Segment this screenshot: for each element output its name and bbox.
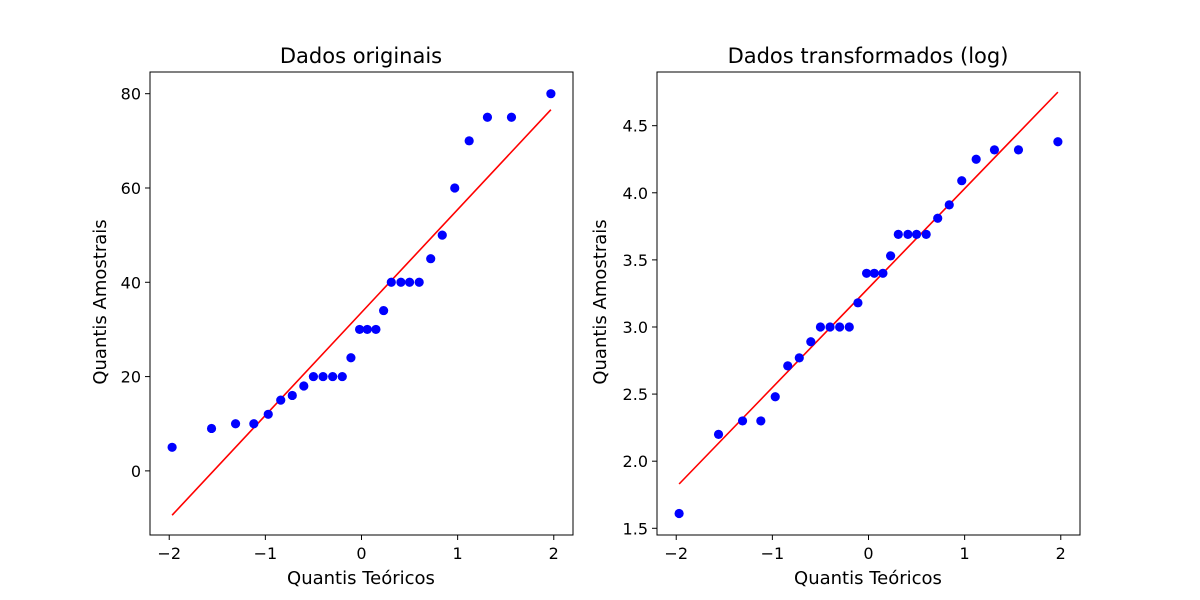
data-point — [794, 353, 804, 363]
data-point — [379, 305, 389, 316]
data-point — [318, 371, 328, 382]
data-point — [206, 423, 217, 434]
x-tick-label: 2 — [1056, 544, 1066, 563]
data-point — [921, 229, 931, 239]
x-tick-label: −2 — [157, 544, 181, 563]
data-point — [396, 277, 406, 287]
data-point — [783, 361, 793, 371]
data-point — [933, 213, 943, 223]
axes-frame — [149, 71, 574, 536]
data-point — [989, 145, 1000, 155]
x-axis-label: Quantis Teóricos — [287, 568, 435, 589]
data-point — [426, 254, 436, 264]
data-point — [713, 429, 724, 439]
x-tick-label: 2 — [549, 544, 559, 563]
y-tick-label: 3.0 — [623, 318, 648, 337]
axes-frame — [656, 71, 1081, 536]
data-point — [482, 112, 493, 122]
data-point — [371, 324, 381, 335]
data-point — [287, 390, 297, 401]
data-point — [167, 442, 177, 452]
data-point — [328, 371, 338, 382]
data-point — [450, 183, 460, 193]
data-point — [825, 322, 835, 332]
data-point — [1013, 145, 1024, 155]
x-tick-label: 1 — [960, 544, 970, 563]
data-point — [308, 371, 319, 382]
x-axis-label: Quantis Teóricos — [794, 568, 942, 589]
data-point — [844, 322, 854, 332]
data-point — [835, 322, 845, 332]
y-tick-label: 2.0 — [623, 452, 648, 471]
data-point — [506, 112, 517, 122]
y-axis-label: Quantis Amostrais — [90, 219, 111, 384]
y-tick-label: 40 — [121, 273, 141, 292]
data-point — [861, 268, 872, 278]
x-tick-label: 0 — [863, 544, 873, 563]
data-point — [893, 229, 903, 239]
data-point — [362, 324, 372, 335]
data-point — [815, 322, 826, 332]
y-axis-label: Quantis Amostrais — [590, 219, 611, 384]
data-point — [878, 268, 888, 278]
data-point — [404, 277, 415, 287]
data-point — [337, 371, 347, 382]
x-tick-label: −2 — [664, 544, 688, 563]
data-point — [869, 268, 879, 278]
data-point — [944, 200, 954, 210]
data-point — [674, 508, 684, 519]
data-point — [903, 229, 913, 239]
panel-original: Dados originais Quantis Teóricos Quantis… — [90, 44, 574, 589]
data-point — [249, 419, 259, 429]
y-tick-label: 1.5 — [623, 519, 648, 538]
data-point — [853, 298, 863, 308]
y-tick-label: 2.5 — [623, 385, 648, 404]
chart-title: Dados originais — [280, 44, 442, 68]
data-point — [263, 409, 273, 419]
y-tick-label: 60 — [121, 179, 141, 198]
data-point — [1053, 137, 1063, 147]
data-point — [464, 136, 474, 146]
data-point — [546, 89, 556, 99]
data-point — [354, 324, 365, 335]
x-tick-label: 0 — [356, 544, 366, 563]
panel-log-transformed: Dados transformados (log) Quantis Teóric… — [590, 44, 1081, 589]
y-tick-label: 3.5 — [623, 251, 648, 270]
fit-line — [171, 109, 552, 516]
data-point — [886, 251, 896, 261]
y-tick-label: 4.5 — [623, 117, 648, 136]
data-point — [230, 419, 241, 429]
data-point — [957, 176, 967, 186]
fit-line — [678, 91, 1059, 485]
chart-title: Dados transformados (log) — [728, 44, 1009, 68]
y-tick-label: 4.0 — [623, 184, 648, 203]
data-point — [737, 416, 748, 426]
data-point — [276, 395, 286, 405]
data-point — [386, 277, 396, 287]
data-point — [756, 416, 766, 426]
data-point — [437, 230, 447, 240]
data-point — [414, 277, 424, 287]
y-tick-label: 0 — [131, 462, 141, 481]
data-point — [911, 229, 922, 239]
y-tick-label: 80 — [121, 85, 141, 104]
data-point — [346, 353, 356, 363]
data-point — [806, 337, 816, 347]
data-point — [971, 154, 981, 164]
y-tick-label: 20 — [121, 368, 141, 387]
x-tick-label: 1 — [453, 544, 463, 563]
data-point — [299, 381, 309, 391]
data-point — [770, 392, 780, 402]
x-tick-label: −1 — [761, 544, 785, 563]
x-tick-label: −1 — [254, 544, 278, 563]
